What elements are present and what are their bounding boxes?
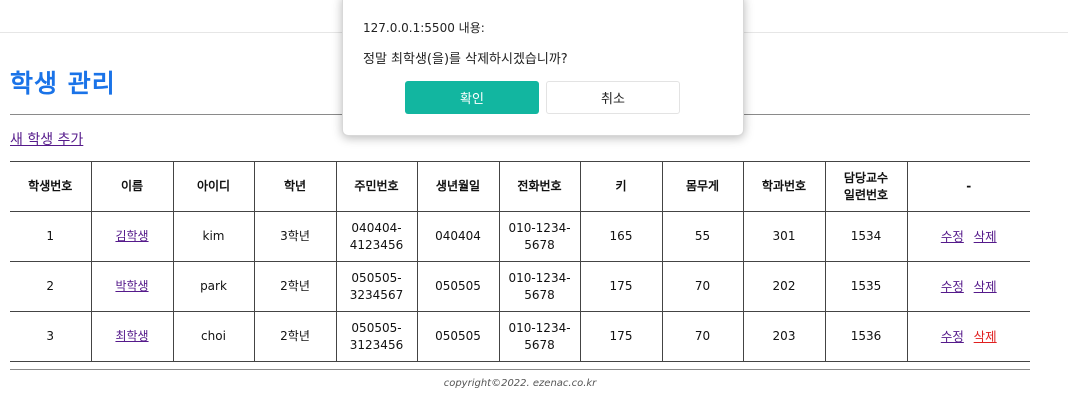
cell-dept: 301 xyxy=(742,211,826,262)
col-header: 몸무게 xyxy=(661,161,744,212)
cell-name: 김학생 xyxy=(90,211,174,262)
col-header: 담당교수 일련번호 xyxy=(824,161,908,212)
student-name-link[interactable]: 김학생 xyxy=(115,229,149,243)
col-header: 학생번호 xyxy=(10,161,92,212)
add-student-link[interactable]: 새 학생 추가 xyxy=(10,132,84,148)
dialog-origin: 127.0.0.1:5500 내용: xyxy=(363,21,485,35)
cell-birth: 050505 xyxy=(416,261,500,312)
cell-id: park xyxy=(172,261,255,312)
cell-prof: 1534 xyxy=(824,211,908,262)
cell-birth: 040404 xyxy=(416,211,500,262)
cell-phone: 010-1234- 5678 xyxy=(498,211,581,262)
cell-name: 박학생 xyxy=(90,261,174,312)
cell-height: 165 xyxy=(579,211,663,262)
cell-no: 3 xyxy=(10,311,92,362)
confirm-button[interactable]: 확인 xyxy=(405,81,539,114)
table-header-row: 학생번호 이름 아이디 학년 주민번호 생년월일 전화번호 키 몸무게 학과번호… xyxy=(10,161,1030,212)
col-header: 학과번호 xyxy=(742,161,826,212)
cell-prof: 1536 xyxy=(824,311,908,362)
cell-prof: 1535 xyxy=(824,261,908,312)
delete-link[interactable]: 삭제 xyxy=(973,278,997,294)
col-header: - xyxy=(906,161,1030,212)
cell-grade: 2학년 xyxy=(253,311,337,362)
cell-jumin: 050505- 3234567 xyxy=(335,261,418,312)
cell-grade: 3학년 xyxy=(253,211,337,262)
col-header: 키 xyxy=(579,161,663,212)
col-header: 전화번호 xyxy=(498,161,581,212)
col-header: 아이디 xyxy=(172,161,255,212)
col-header: 이름 xyxy=(90,161,174,212)
table-row: 3 최학생 choi 2학년 050505- 3123456 050505 01… xyxy=(10,311,1030,362)
dialog-message: 정말 최학생(을)를 삭제하시겠습니까? xyxy=(363,52,568,67)
cell-height: 175 xyxy=(579,261,663,312)
cell-dept: 202 xyxy=(742,261,826,312)
page-title: 학생 관리 xyxy=(10,69,116,98)
edit-link[interactable]: 수정 xyxy=(940,278,964,294)
edit-link[interactable]: 수정 xyxy=(940,228,964,244)
cell-grade: 2학년 xyxy=(253,261,337,312)
cell-id: choi xyxy=(172,311,255,362)
cell-height: 175 xyxy=(579,311,663,362)
cell-phone: 010-1234- 5678 xyxy=(498,311,581,362)
edit-link[interactable]: 수정 xyxy=(940,328,964,344)
cell-name: 최학생 xyxy=(90,311,174,362)
cell-actions: 수정 삭제 xyxy=(906,311,1030,362)
cell-jumin: 050505- 3123456 xyxy=(335,311,418,362)
cell-dept: 203 xyxy=(742,311,826,362)
delete-link[interactable]: 삭제 xyxy=(973,228,997,244)
students-table: 학생번호 이름 아이디 학년 주민번호 생년월일 전화번호 키 몸무게 학과번호… xyxy=(10,161,1030,362)
col-header: 주민번호 xyxy=(335,161,418,212)
cell-jumin: 040404- 4123456 xyxy=(335,211,418,262)
cell-weight: 55 xyxy=(661,211,744,262)
cell-no: 1 xyxy=(10,211,92,262)
footer-divider xyxy=(10,369,1030,370)
table-row: 2 박학생 park 2학년 050505- 3234567 050505 01… xyxy=(10,261,1030,312)
cancel-button[interactable]: 취소 xyxy=(546,81,680,114)
col-header: 생년월일 xyxy=(416,161,500,212)
confirm-dialog: 127.0.0.1:5500 내용: 정말 최학생(을)를 삭제하시겠습니까? … xyxy=(342,0,744,136)
col-header: 학년 xyxy=(253,161,337,212)
cell-phone: 010-1234- 5678 xyxy=(498,261,581,312)
table-row: 1 김학생 kim 3학년 040404- 4123456 040404 010… xyxy=(10,211,1030,262)
cell-no: 2 xyxy=(10,261,92,312)
cell-id: kim xyxy=(172,211,255,262)
cell-birth: 050505 xyxy=(416,311,500,362)
cell-actions: 수정 삭제 xyxy=(906,211,1030,262)
delete-link[interactable]: 삭제 xyxy=(973,328,997,344)
cell-weight: 70 xyxy=(661,311,744,362)
student-name-link[interactable]: 박학생 xyxy=(115,279,149,293)
cell-actions: 수정 삭제 xyxy=(906,261,1030,312)
student-name-link[interactable]: 최학생 xyxy=(115,329,149,343)
footer-copyright: copyright©2022. ezenac.co.kr xyxy=(443,378,597,389)
cell-weight: 70 xyxy=(661,261,744,312)
